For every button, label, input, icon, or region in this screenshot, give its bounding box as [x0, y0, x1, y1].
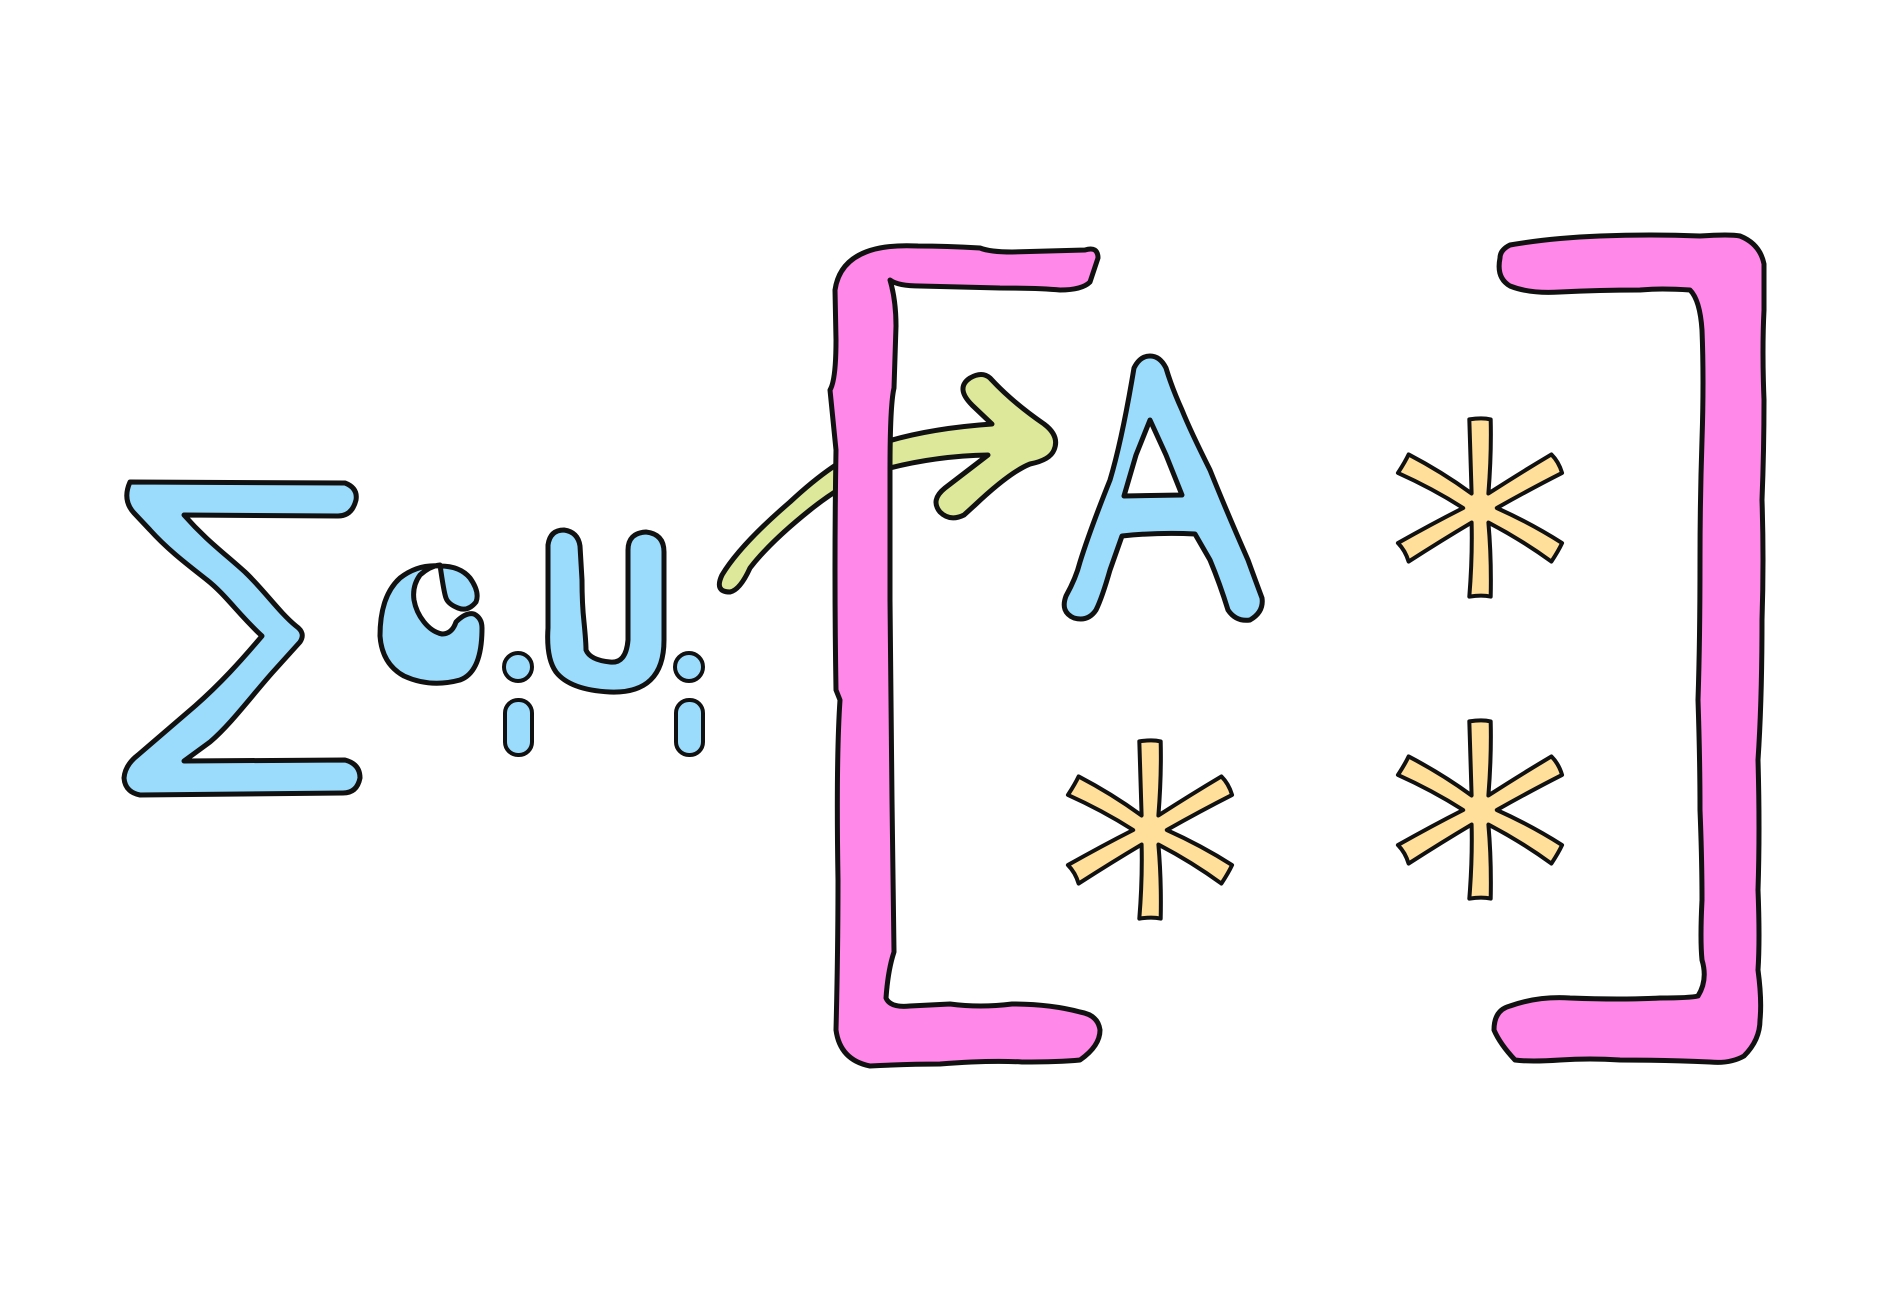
matrix-entry-star-3 — [1395, 718, 1565, 901]
term-u-i — [545, 527, 705, 757]
term-c-i — [377, 562, 534, 757]
curved-arrow-icon — [716, 372, 1059, 595]
matrix-entry-star-1 — [1395, 416, 1565, 599]
right-bracket — [1491, 232, 1767, 1065]
left-bracket — [827, 243, 1103, 1069]
matrix-entry-star-2 — [1065, 738, 1235, 921]
sum-symbol — [121, 479, 363, 798]
matrix-entry-A — [1061, 353, 1265, 623]
